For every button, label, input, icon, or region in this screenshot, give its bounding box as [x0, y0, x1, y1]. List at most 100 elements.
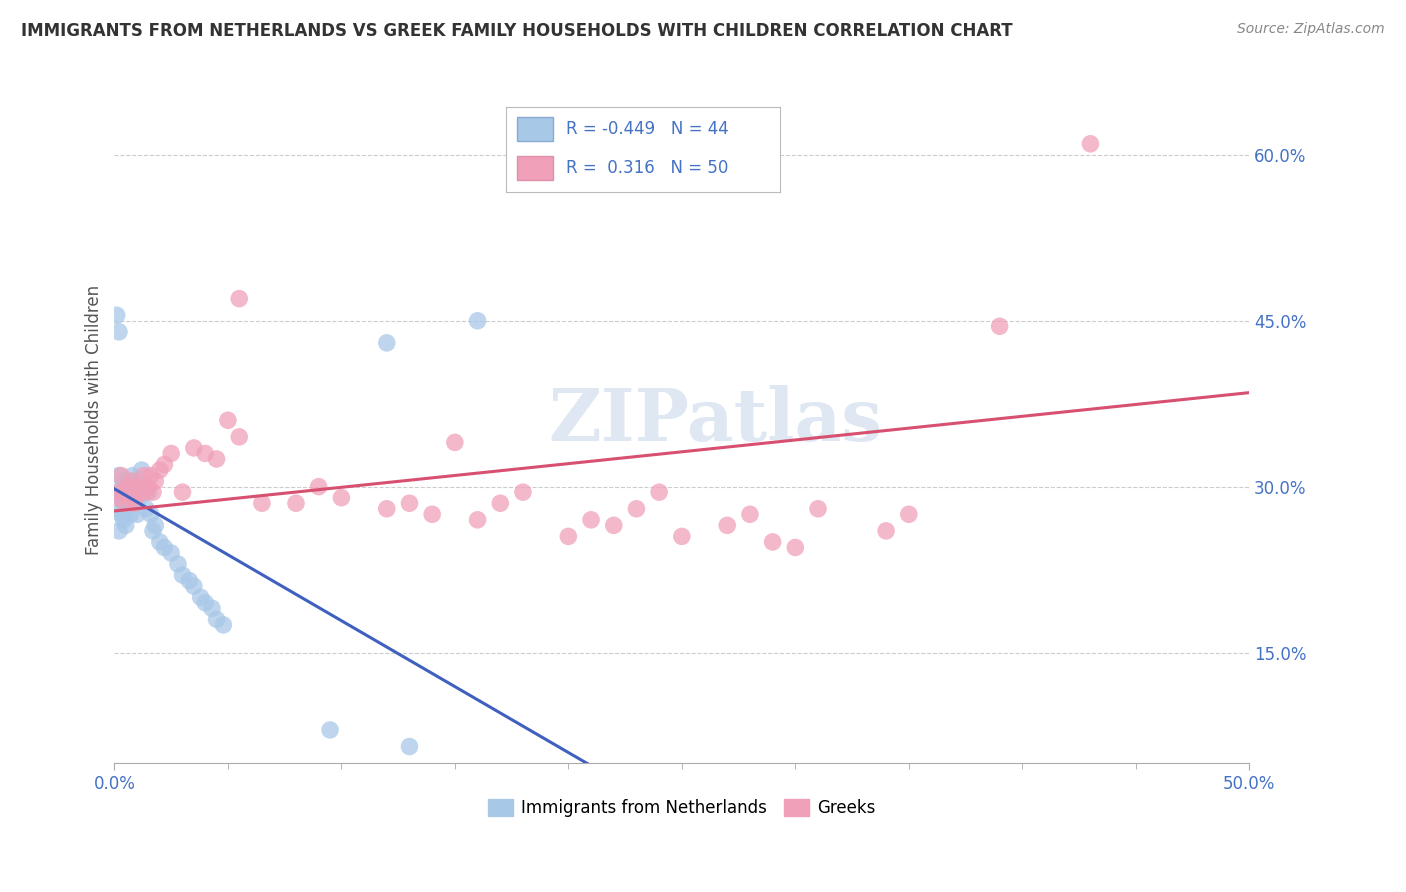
Point — [183, 579, 205, 593]
Point — [626, 501, 648, 516]
Point — [121, 491, 143, 505]
Point — [120, 491, 142, 505]
Point — [153, 458, 176, 472]
Text: IMMIGRANTS FROM NETHERLANDS VS GREEK FAMILY HOUSEHOLDS WITH CHILDREN CORRELATION: IMMIGRANTS FROM NETHERLANDS VS GREEK FAM… — [21, 22, 1012, 40]
Point — [375, 335, 398, 350]
Point — [108, 524, 131, 538]
Point — [671, 529, 693, 543]
Text: R = -0.449   N = 44: R = -0.449 N = 44 — [567, 120, 730, 137]
Text: ZIPatlas: ZIPatlas — [548, 384, 883, 456]
Point — [121, 474, 143, 488]
Point — [132, 485, 155, 500]
Point — [228, 292, 250, 306]
Point — [108, 468, 131, 483]
Point — [738, 508, 761, 522]
Point — [117, 480, 139, 494]
Point — [785, 541, 807, 555]
Point — [512, 485, 534, 500]
Point — [398, 496, 420, 510]
Point — [194, 446, 217, 460]
Point — [142, 485, 165, 500]
Point — [110, 468, 132, 483]
Point — [143, 518, 166, 533]
Point — [988, 319, 1011, 334]
Point — [648, 485, 671, 500]
Point — [160, 446, 183, 460]
Point — [217, 413, 239, 427]
Text: Source: ZipAtlas.com: Source: ZipAtlas.com — [1237, 22, 1385, 37]
Point — [114, 518, 136, 533]
Point — [132, 468, 155, 483]
Point — [183, 441, 205, 455]
Point — [160, 546, 183, 560]
Y-axis label: Family Households with Children: Family Households with Children — [86, 285, 103, 556]
Point — [330, 491, 353, 505]
Point — [420, 508, 443, 522]
Point — [105, 485, 128, 500]
Point — [467, 314, 489, 328]
Point — [762, 535, 785, 549]
Point — [112, 474, 135, 488]
Point — [117, 496, 139, 510]
Point — [139, 468, 162, 483]
Point — [117, 480, 139, 494]
Point — [108, 485, 131, 500]
Point — [128, 491, 150, 505]
Legend: Immigrants from Netherlands, Greeks: Immigrants from Netherlands, Greeks — [481, 792, 883, 823]
Point — [124, 496, 146, 510]
Point — [135, 485, 157, 500]
Point — [807, 501, 830, 516]
Point — [172, 568, 194, 582]
FancyBboxPatch shape — [517, 156, 553, 180]
Point — [308, 480, 330, 494]
Point — [105, 501, 128, 516]
Point — [716, 518, 738, 533]
Point — [127, 474, 149, 488]
Point — [153, 541, 176, 555]
Point — [579, 513, 602, 527]
Point — [114, 485, 136, 500]
Point — [120, 508, 142, 522]
Point — [212, 618, 235, 632]
Point — [250, 496, 273, 510]
Point — [124, 496, 146, 510]
Point — [114, 501, 136, 516]
Point — [444, 435, 467, 450]
Point — [205, 452, 228, 467]
Point — [143, 474, 166, 488]
Point — [142, 524, 165, 538]
Point — [603, 518, 626, 533]
Point — [127, 480, 149, 494]
Point — [319, 723, 342, 737]
Point — [1080, 136, 1102, 151]
Point — [190, 591, 212, 605]
Point — [131, 463, 153, 477]
Point — [897, 508, 920, 522]
Point — [167, 557, 190, 571]
Point — [557, 529, 579, 543]
Point — [110, 508, 132, 522]
Point — [131, 485, 153, 500]
Point — [114, 496, 136, 510]
Point — [489, 496, 512, 510]
Point — [121, 468, 143, 483]
Point — [105, 308, 128, 322]
Point — [112, 496, 135, 510]
Text: R =  0.316   N = 50: R = 0.316 N = 50 — [567, 159, 728, 177]
Point — [124, 480, 146, 494]
Point — [112, 485, 135, 500]
Point — [285, 496, 308, 510]
Point — [398, 739, 420, 754]
Point — [108, 325, 131, 339]
Point — [467, 513, 489, 527]
Point — [179, 574, 201, 588]
Point — [110, 491, 132, 505]
Point — [172, 485, 194, 500]
Point — [105, 491, 128, 505]
Point — [112, 513, 135, 527]
Point — [149, 463, 172, 477]
Point — [138, 485, 160, 500]
Point — [228, 430, 250, 444]
Point — [149, 535, 172, 549]
Point — [138, 480, 160, 494]
